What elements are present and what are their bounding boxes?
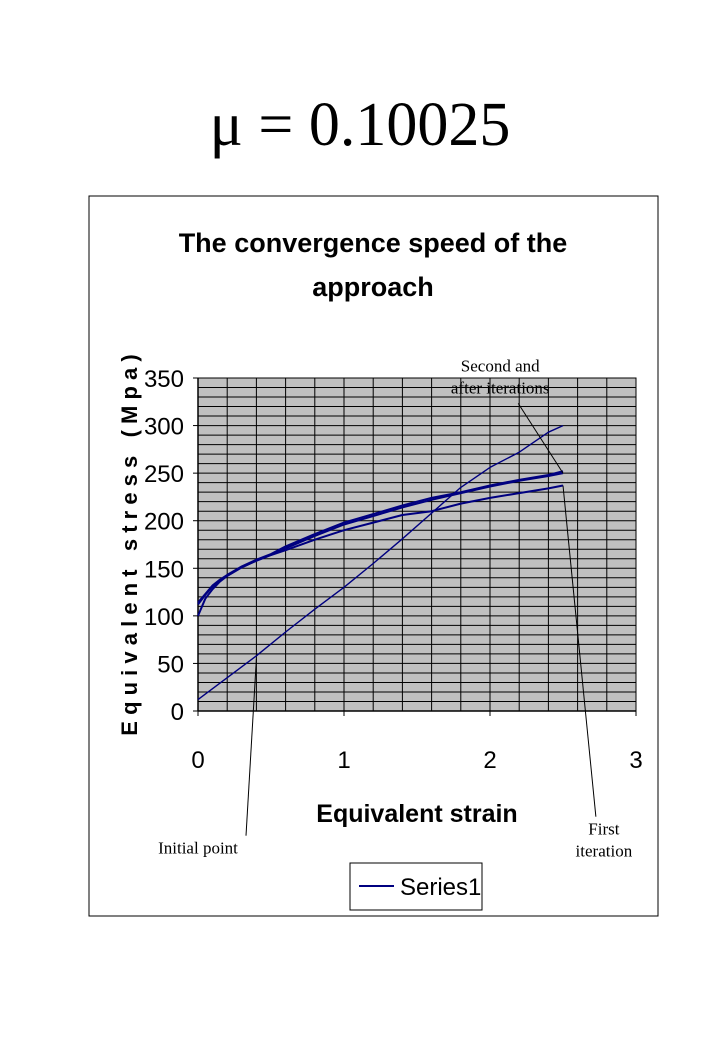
series-line-1 bbox=[197, 424, 564, 701]
annotation-leader-line bbox=[517, 403, 564, 474]
y-tick-label: 150 bbox=[144, 556, 184, 583]
y-tick-label: 200 bbox=[144, 509, 184, 536]
y-tick-label: 100 bbox=[144, 604, 184, 631]
y-tick-label: 50 bbox=[157, 651, 184, 678]
annotation-label: First bbox=[588, 820, 619, 839]
formula-heading: μ = 0.10025 bbox=[210, 91, 511, 159]
annotation-label: after iterations bbox=[451, 378, 550, 397]
chart-title-line-1: The convergence speed of the bbox=[179, 228, 568, 258]
annotation-layer: Second and after iterations First iteration… bbox=[158, 356, 633, 860]
y-tick-label: 300 bbox=[144, 414, 184, 441]
y-tick-label: 350 bbox=[144, 366, 184, 393]
axes: 0 50 100 150 200 250 300 350 0 1 2 3 bbox=[144, 366, 643, 774]
x-tick-label: 2 bbox=[483, 747, 496, 774]
annotation-leader-line bbox=[245, 658, 257, 836]
x-tick-label: 1 bbox=[337, 747, 350, 774]
plot-area bbox=[197, 377, 637, 712]
grid-lines bbox=[198, 378, 636, 711]
x-tick-label: 3 bbox=[629, 747, 642, 774]
annotation-label: iteration bbox=[576, 842, 633, 861]
y-tick-label: 0 bbox=[171, 699, 184, 726]
annotation-leader-line bbox=[562, 485, 597, 817]
series-layer bbox=[197, 424, 564, 701]
y-tick-label: 250 bbox=[144, 461, 184, 488]
chart-title-line-2: approach bbox=[312, 272, 434, 302]
y-axis-label: E q u i v a l e n t s t r e s s ( M p a … bbox=[117, 354, 142, 735]
legend: Series1 bbox=[349, 862, 483, 911]
x-tick-label: 0 bbox=[191, 747, 204, 774]
series-line-4 bbox=[197, 470, 564, 604]
annotation-label: Second and bbox=[461, 356, 540, 375]
legend-entry-label: Series1 bbox=[400, 874, 481, 901]
annotation-label: Initial point bbox=[158, 839, 238, 858]
x-axis-label: Equivalent strain bbox=[316, 800, 517, 828]
